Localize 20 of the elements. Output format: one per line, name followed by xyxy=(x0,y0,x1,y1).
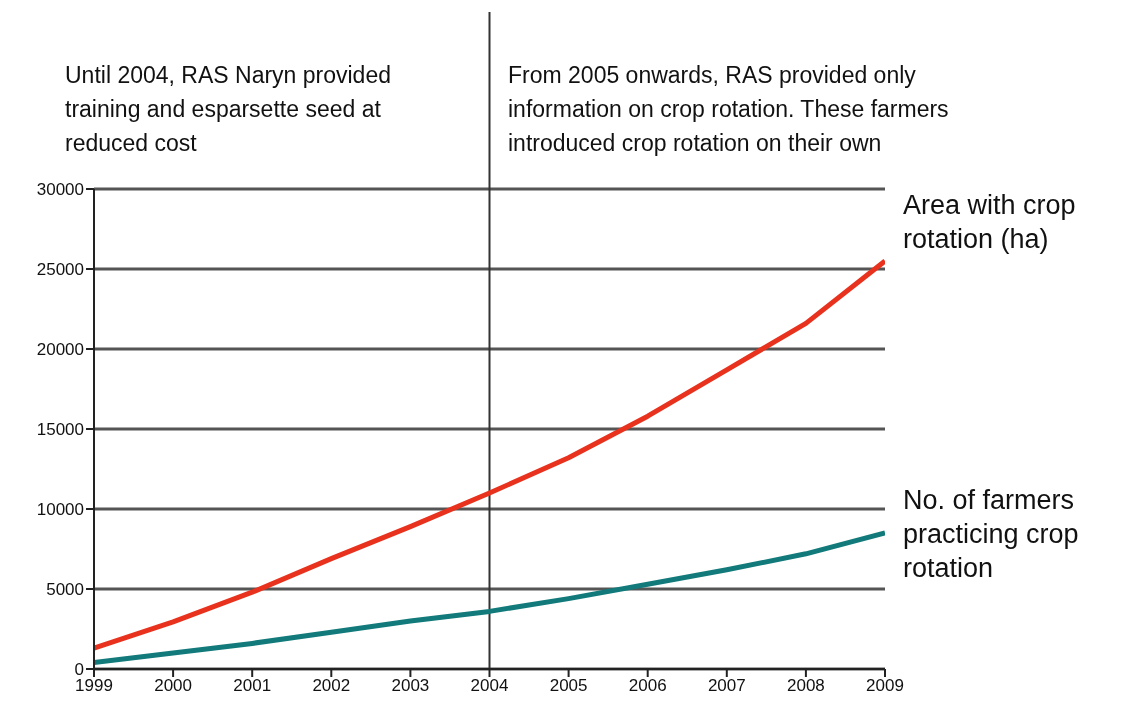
text: From 2005 onwards, RAS provided only information on crop rotation. These farmers introduced crop rotation on their own xyxy=(508,61,950,158)
series-label: Area with crop rotation (ha) xyxy=(903,190,1076,254)
x-tick-label: 2002 xyxy=(312,676,351,696)
x-tick-label: 2007 xyxy=(707,676,746,696)
x-tick-label: 2006 xyxy=(628,676,667,696)
x-tick-label: 2000 xyxy=(154,676,193,696)
y-tick-label: 20000 xyxy=(36,340,84,360)
y-tick-label: 25000 xyxy=(36,260,84,280)
text: Until 2004, RAS Naryn provided training and esparsette seed at reduced cost xyxy=(65,61,392,158)
y-tick-label: 30000 xyxy=(36,180,84,200)
x-tick-label: 2003 xyxy=(391,676,430,696)
y-tick-label: 5000 xyxy=(46,580,84,600)
x-tick-label: 2009 xyxy=(866,676,904,696)
x-tick-label: 2001 xyxy=(233,676,272,696)
y-tick-label: 10000 xyxy=(36,500,84,520)
y-tick-label: 15000 xyxy=(36,420,84,440)
series-label: No. of farmers practicing crop rotation xyxy=(903,485,1079,583)
x-tick-label: 2004 xyxy=(470,676,509,696)
x-tick-label: 2005 xyxy=(549,676,588,696)
x-tick-label: 2008 xyxy=(786,676,825,696)
